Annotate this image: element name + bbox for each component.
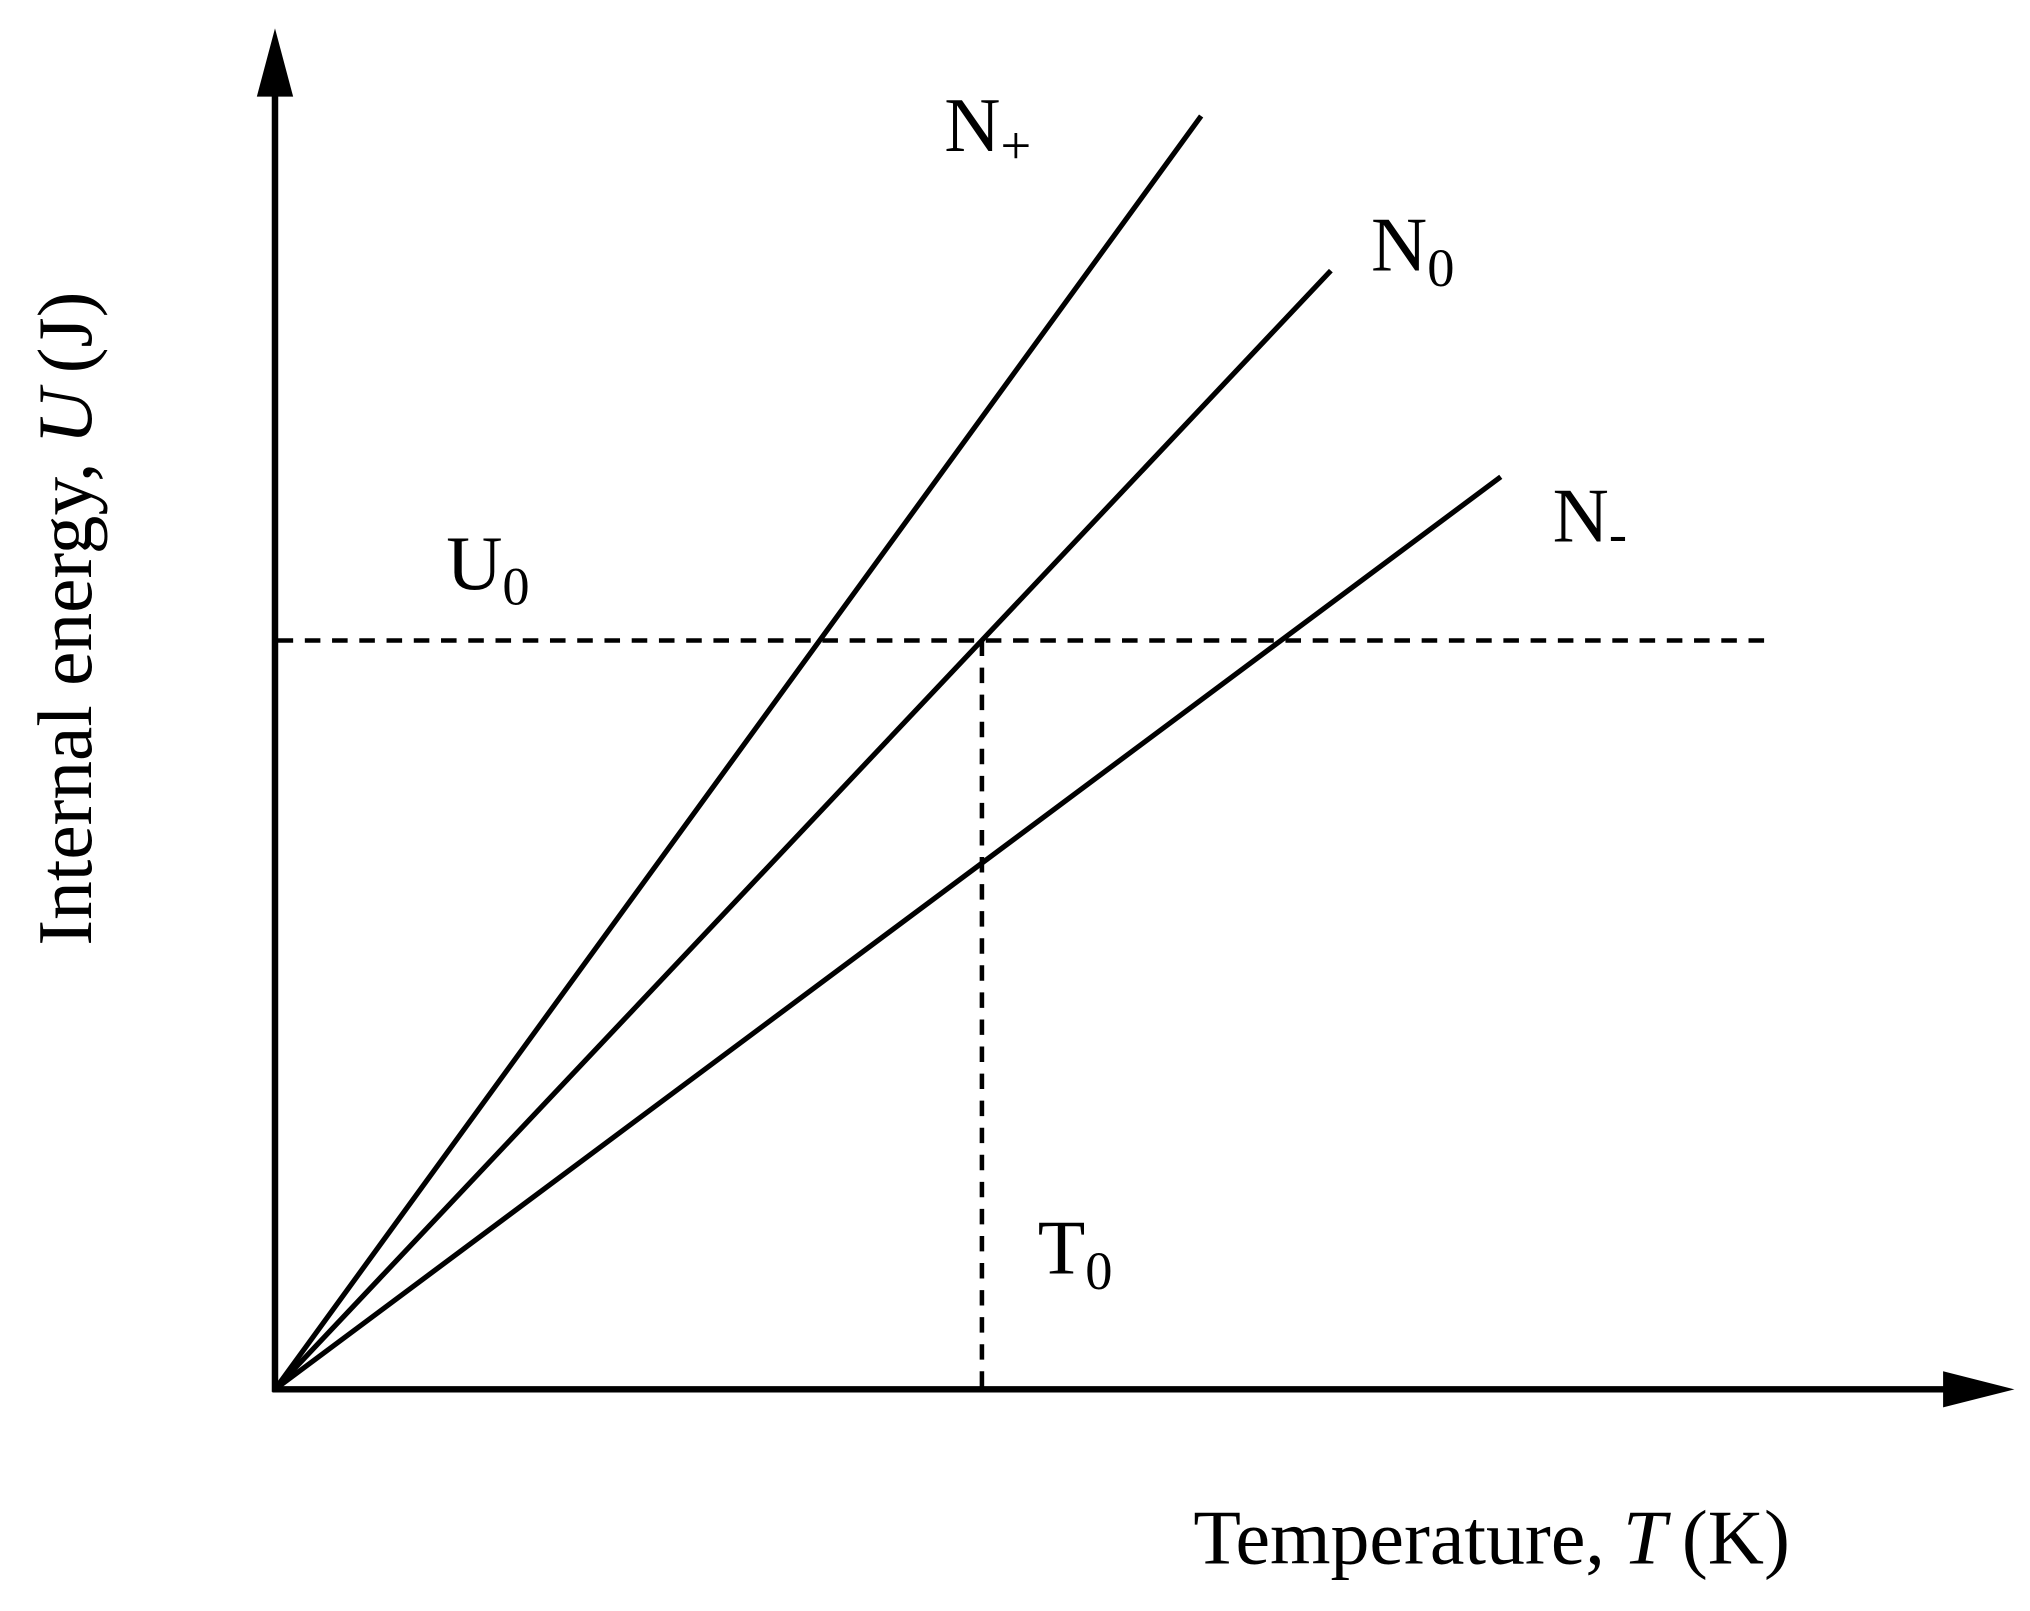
- line-n-minus: [273, 474, 1503, 1392]
- label-subscript: 0: [1427, 238, 1454, 298]
- line-label: N+: [944, 82, 1031, 176]
- label-main: N: [1553, 473, 1609, 559]
- line-n-zero: [273, 268, 1333, 1392]
- axis-title-symbol: U: [22, 384, 108, 445]
- label-main: T: [1038, 1205, 1086, 1291]
- marker-label: T0: [1038, 1205, 1113, 1301]
- label-subscript: 0: [502, 557, 529, 617]
- x-axis-arrow: [1943, 1371, 2015, 1408]
- label-subscript: +: [1001, 116, 1032, 176]
- axis-title-symbol: T: [1623, 1495, 1671, 1581]
- line-label: N-: [1553, 473, 1627, 564]
- marker-label: U0: [446, 520, 529, 616]
- label-subscript: -: [1609, 504, 1627, 564]
- label-main: N: [944, 82, 1000, 168]
- label-subscript: 0: [1085, 1241, 1112, 1301]
- axis-title-unit: (J): [22, 292, 108, 374]
- y-axis-title: Internal energy, U (J): [22, 292, 108, 946]
- line-n-plus: [272, 114, 1204, 1391]
- label-main: N: [1371, 202, 1427, 288]
- axis-title-unit: (K): [1682, 1495, 1790, 1581]
- label-main: U: [446, 520, 502, 606]
- x-axis-title: Temperature, T (K): [1193, 1495, 1790, 1581]
- y-axis-arrow: [256, 28, 294, 97]
- axis-title-text: Internal energy,: [22, 463, 108, 946]
- axis-title-text: Temperature,: [1193, 1495, 1604, 1581]
- line-label: N0: [1371, 202, 1454, 298]
